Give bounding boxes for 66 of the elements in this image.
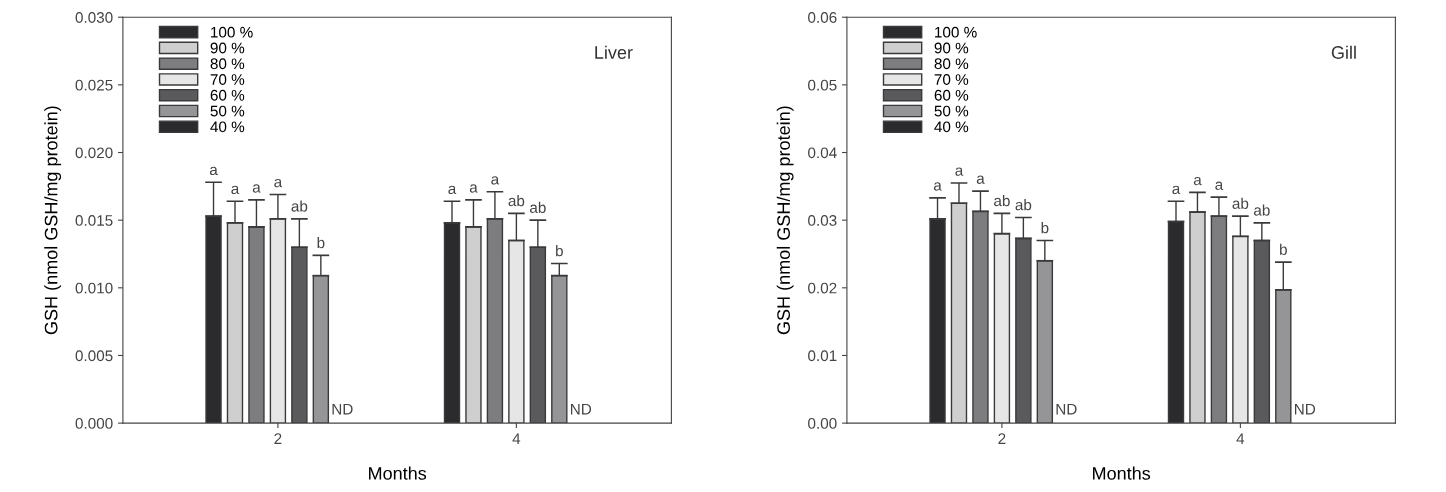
legend-label: 60 % — [210, 89, 245, 101]
text: Gill — [1331, 45, 1356, 59]
annotation: ND — [570, 403, 592, 415]
y-tick-label: 0.015 — [75, 215, 113, 226]
annotation: a — [1193, 176, 1202, 186]
annotation: ab — [1254, 204, 1270, 216]
y-tick-label: 0.00 — [808, 417, 837, 429]
y-tick-label: 0.04 — [808, 147, 837, 159]
annotation: b — [1280, 243, 1287, 255]
annotation: a — [955, 167, 964, 176]
y-tick-label: 0.020 — [75, 147, 113, 159]
annotation: ND — [1056, 403, 1077, 415]
legend-label: 70 % — [934, 74, 969, 85]
annotation: a — [252, 184, 261, 193]
y-tick-label: 0.02 — [808, 282, 837, 294]
x-axis-title: Months — [1093, 466, 1151, 480]
y-axis-title: GSH (nmol GSH/mg protein) — [776, 106, 794, 335]
legend-label: 80 % — [934, 58, 969, 70]
x-tick-label: 2 — [274, 433, 282, 444]
annotation: a — [469, 184, 478, 193]
y-tick-label: 0.010 — [75, 282, 113, 294]
legend-label: 60 % — [934, 89, 969, 101]
legend-label: 70 % — [210, 74, 245, 85]
text: Liver — [595, 45, 633, 59]
x-tick-label: 4 — [1236, 433, 1245, 444]
annotation: a — [209, 166, 218, 176]
legend-label: 40 % — [210, 121, 245, 133]
annotation: ND — [1294, 403, 1316, 415]
annotation: ab — [1232, 197, 1249, 209]
y-tick-label: 0.03 — [808, 215, 837, 226]
legend-label: 50 % — [934, 105, 969, 117]
x-axis-title: Months — [369, 466, 427, 480]
y-tick-label: 0.06 — [808, 12, 837, 23]
x-tick-label: 4 — [512, 433, 521, 444]
annotation: ab — [508, 195, 525, 207]
annotation: ND — [332, 403, 353, 415]
legend-label: 50 % — [210, 105, 245, 117]
annotation: a — [976, 175, 985, 184]
annotation: ab — [994, 195, 1010, 207]
y-tick-label: 0.025 — [75, 79, 113, 91]
annotation: b — [1041, 222, 1049, 234]
legend-label: 80 % — [210, 58, 245, 70]
annotation: a — [274, 178, 283, 188]
annotation: a — [1215, 181, 1224, 190]
y-tick-label: 0.030 — [75, 12, 113, 23]
annotation: a — [231, 185, 240, 195]
annotation: ab — [530, 201, 546, 213]
legend-label: 100 % — [211, 26, 253, 38]
annotation: a — [448, 185, 457, 195]
annotation: ab — [1015, 199, 1032, 211]
y-tick-label: 0.05 — [808, 79, 837, 91]
annotation: b — [317, 236, 325, 249]
legend-label: 40 % — [934, 121, 969, 133]
annotation: ab — [291, 200, 308, 212]
y-tick-label: 0.005 — [75, 350, 113, 362]
y-axis-title: GSH (nmol GSH/mg protein) — [44, 106, 62, 335]
y-tick-label: 0.01 — [808, 350, 837, 362]
legend-label: 90 % — [210, 42, 245, 54]
x-tick-label: 2 — [998, 433, 1006, 444]
legend-label: 90 % — [934, 42, 969, 54]
annotation: a — [933, 182, 942, 191]
legend-label: 100 % — [935, 26, 977, 38]
annotation: a — [491, 176, 500, 185]
annotation: b — [556, 245, 563, 257]
y-tick-label: 0.000 — [75, 417, 113, 429]
annotation: a — [1172, 185, 1181, 195]
